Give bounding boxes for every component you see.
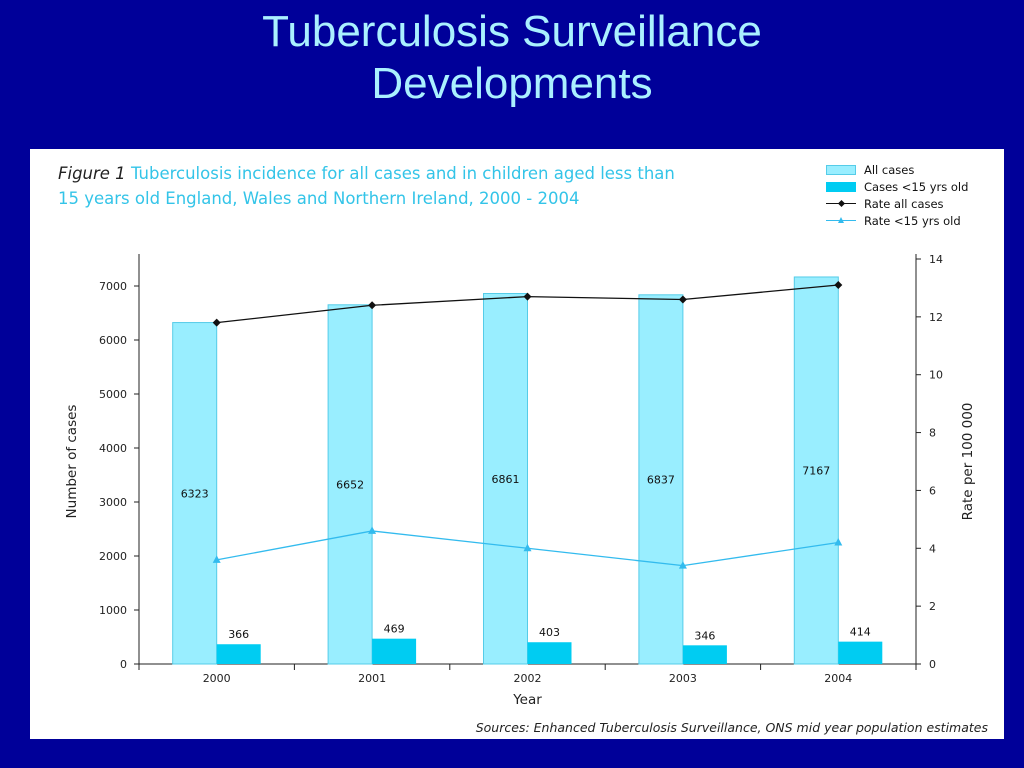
y2-tick-label-right: 10 bbox=[929, 369, 943, 382]
x-tick-label: 2001 bbox=[358, 672, 386, 685]
bar-all-cases bbox=[793, 276, 839, 665]
rate-all-cases-point bbox=[678, 295, 687, 304]
rate-all-cases-point bbox=[212, 318, 221, 327]
data-label-child-cases: 346 bbox=[694, 629, 715, 642]
figure-caption: Figure 1 Tuberculosis incidence for all … bbox=[58, 161, 698, 211]
y2-tick-label-right: 2 bbox=[929, 600, 936, 613]
legend-swatch-child-cases bbox=[826, 181, 856, 192]
y2-tick-label-right: 6 bbox=[929, 484, 936, 497]
y-tick-label-left: 3000 bbox=[99, 496, 127, 509]
bar-child-cases bbox=[527, 642, 572, 664]
y2-tick-label-right: 0 bbox=[929, 658, 936, 671]
bar-child-cases bbox=[372, 638, 417, 664]
y-tick-label-left: 0 bbox=[120, 658, 127, 671]
y-tick-label-left: 2000 bbox=[99, 550, 127, 563]
triangle-marker-icon bbox=[837, 217, 844, 223]
bar-all-cases bbox=[483, 293, 528, 665]
x-tick-label: 2002 bbox=[514, 672, 542, 685]
x-tick-label: 2004 bbox=[824, 672, 852, 685]
bar-all-cases bbox=[638, 294, 684, 665]
legend-item-child-cases: Cases <15 yrs old bbox=[826, 178, 1001, 195]
rate-all-cases-point bbox=[834, 281, 843, 290]
data-label-all-cases: 6323 bbox=[181, 487, 209, 500]
data-label-child-cases: 414 bbox=[850, 626, 871, 639]
legend-item-all-cases: All cases bbox=[826, 161, 1001, 178]
legend-item-rate-child: Rate <15 yrs old bbox=[826, 212, 1001, 229]
x-axis-title: Year bbox=[512, 692, 542, 708]
data-label-child-cases: 366 bbox=[228, 628, 249, 641]
bar-child-cases bbox=[682, 645, 727, 664]
figure-label: Figure 1 bbox=[58, 164, 126, 183]
rate-child-cases-point bbox=[212, 555, 221, 563]
rate-child-cases-point bbox=[523, 543, 532, 552]
chart-legend: All cases Cases <15 yrs old Rate all cas… bbox=[826, 161, 1001, 229]
legend-label-rate-all: Rate all cases bbox=[864, 196, 944, 211]
bar-child-cases bbox=[838, 641, 883, 664]
legend-label-child-cases: Cases <15 yrs old bbox=[864, 179, 969, 194]
legend-swatch-all-cases bbox=[826, 164, 856, 175]
x-tick-label: 2003 bbox=[669, 672, 697, 685]
y2-tick-label-right: 12 bbox=[929, 311, 943, 324]
y-tick-label-left: 6000 bbox=[99, 334, 127, 347]
data-label-all-cases: 7167 bbox=[802, 464, 830, 477]
y-tick-label-left: 4000 bbox=[99, 442, 127, 455]
y2-tick-label-right: 8 bbox=[929, 427, 936, 440]
slide-title-line-2: Developments bbox=[371, 59, 653, 108]
chart-svg: 0 1000 2000 3000 4000 5000 6000 7000 0 2 4 6 8 10 12 14… bbox=[64, 253, 976, 708]
rate-all-cases-point bbox=[368, 301, 377, 310]
figure-caption-text: Tuberculosis incidence for all cases and… bbox=[58, 164, 675, 208]
rate-child-cases-point bbox=[834, 538, 843, 546]
y-axis-title: Number of cases bbox=[64, 405, 80, 519]
data-label-child-cases: 403 bbox=[539, 626, 560, 639]
legend-line-rate-child bbox=[826, 216, 856, 226]
legend-line-rate-all bbox=[826, 199, 856, 209]
y-tick-label-left: 5000 bbox=[99, 388, 127, 401]
rate-all-cases-point bbox=[523, 292, 532, 301]
legend-item-rate-all: Rate all cases bbox=[826, 195, 1001, 212]
y2-axis-title: Rate per 100 000 bbox=[960, 403, 976, 521]
y-tick-label-left: 1000 bbox=[99, 604, 127, 617]
rate-child-cases-point bbox=[678, 561, 687, 569]
legend-label-all-cases: All cases bbox=[864, 162, 915, 177]
data-label-all-cases: 6837 bbox=[647, 473, 675, 486]
data-label-all-cases: 6652 bbox=[336, 478, 364, 491]
slide-title-line-1: Tuberculosis Surveillance bbox=[262, 7, 762, 56]
rate-child-cases-point bbox=[368, 526, 377, 534]
bar-all-cases bbox=[327, 304, 373, 665]
slide-title: Tuberculosis Surveillance Developments bbox=[0, 6, 1024, 110]
data-label-all-cases: 6861 bbox=[492, 473, 520, 486]
y2-tick-label-right: 14 bbox=[929, 253, 943, 266]
figure-source: Sources: Enhanced Tuberculosis Surveilla… bbox=[475, 720, 988, 735]
y2-tick-label-right: 4 bbox=[929, 542, 936, 555]
figure-panel: Figure 1 Tuberculosis incidence for all … bbox=[30, 149, 1004, 739]
legend-label-rate-child: Rate <15 yrs old bbox=[864, 213, 961, 228]
bar-all-cases bbox=[172, 322, 218, 665]
data-label-child-cases: 469 bbox=[384, 623, 405, 636]
bar-child-cases bbox=[216, 644, 261, 664]
y-tick-label-left: 7000 bbox=[99, 280, 127, 293]
x-tick-label: 2000 bbox=[203, 672, 231, 685]
